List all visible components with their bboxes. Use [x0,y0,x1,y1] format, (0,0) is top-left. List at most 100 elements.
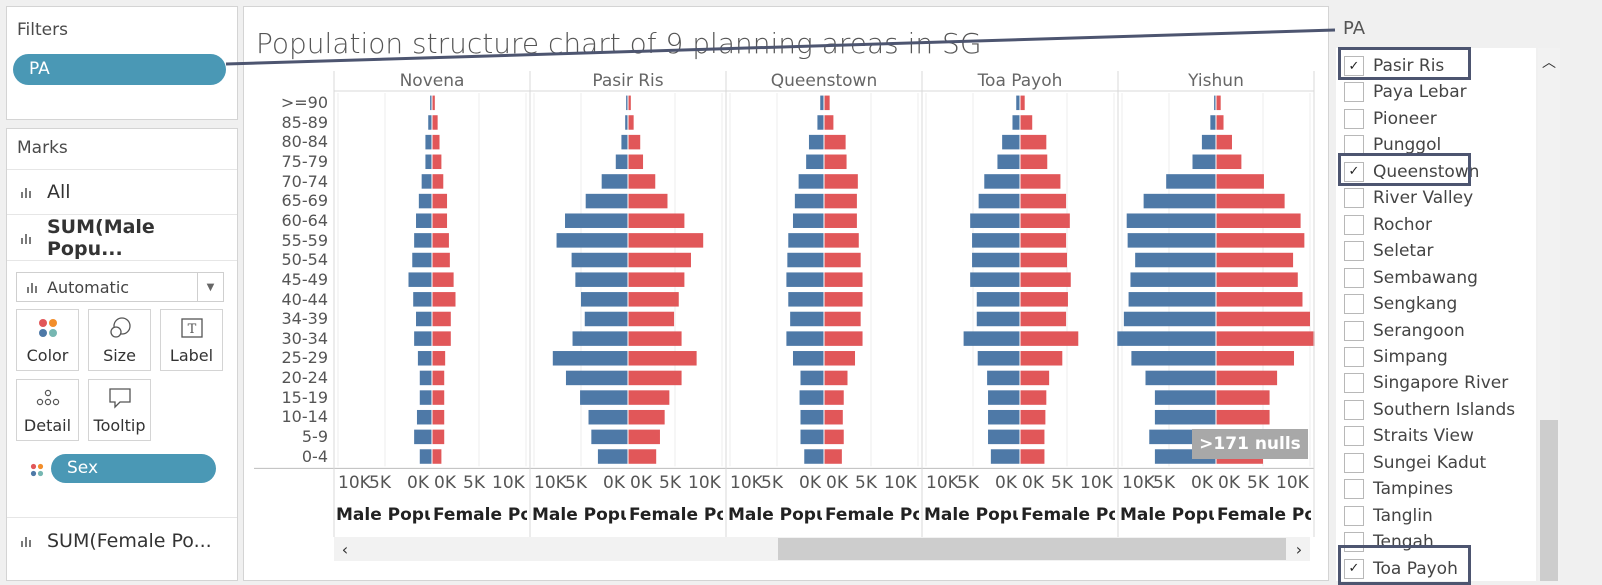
female-bar[interactable] [432,409,445,425]
male-bar[interactable] [820,95,824,111]
female-bar[interactable] [1020,174,1061,189]
sex-color-pill[interactable]: Sex [51,454,216,483]
female-bar[interactable] [1020,311,1067,327]
female-bar[interactable] [1020,351,1063,366]
pa-filter-item[interactable]: Paya Lebar [1344,79,1467,105]
checkbox[interactable] [1344,108,1364,129]
male-bar[interactable] [800,429,825,445]
female-bar[interactable] [628,429,660,445]
male-bar[interactable] [625,115,628,130]
female-bar[interactable] [824,193,857,209]
female-bar[interactable] [628,252,691,268]
male-bar[interactable] [788,292,824,307]
female-bar[interactable] [824,370,848,386]
female-bar[interactable] [1020,272,1071,287]
male-bar[interactable] [575,272,628,287]
male-bar[interactable] [1214,95,1216,111]
nulls-indicator[interactable]: >171 nulls [1192,429,1308,459]
male-bar[interactable] [565,213,628,228]
male-bar[interactable] [976,292,1020,307]
male-bar[interactable] [419,390,432,405]
female-bar[interactable] [1020,193,1067,209]
male-bar[interactable] [794,193,824,209]
checkbox[interactable] [1344,505,1364,526]
female-bar[interactable] [1216,409,1270,425]
pa-filter-item[interactable]: Sungei Kadut [1344,450,1486,476]
female-bar[interactable] [1216,272,1298,287]
male-bar[interactable] [800,370,825,386]
female-bar[interactable] [1020,292,1068,307]
male-bar[interactable] [786,272,824,287]
pa-filter-item[interactable]: ✓ Queenstown [1344,159,1479,185]
male-bar[interactable] [1201,134,1216,150]
male-bar[interactable] [977,351,1020,366]
female-bar[interactable] [1020,233,1067,248]
female-bar[interactable] [628,115,634,130]
male-bar[interactable] [1145,370,1217,386]
pa-filter-item[interactable]: Singapore River [1344,370,1508,396]
female-bar[interactable] [628,292,679,307]
female-bar[interactable] [1216,331,1315,346]
male-bar[interactable] [581,292,628,307]
female-bar[interactable] [824,292,863,307]
male-bar[interactable] [413,292,432,307]
checkbox[interactable] [1344,188,1364,209]
male-bar[interactable] [556,233,628,248]
female-bar[interactable] [628,174,656,189]
male-bar[interactable] [1154,390,1216,405]
male-bar[interactable] [799,390,824,405]
female-bar[interactable] [432,233,449,248]
female-bar[interactable] [432,429,445,445]
male-bar[interactable] [416,409,432,425]
male-bar[interactable] [588,409,628,425]
female-bar[interactable] [824,154,847,170]
female-bar[interactable] [824,134,846,150]
female-bar[interactable] [1020,331,1079,346]
tooltip-button[interactable]: Tooltip [88,379,151,441]
female-bar[interactable] [1020,95,1025,111]
male-bar[interactable] [615,154,628,170]
male-bar[interactable] [976,311,1020,327]
male-bar[interactable] [1127,233,1216,248]
male-bar[interactable] [988,429,1020,445]
checkbox[interactable] [1344,373,1364,394]
pa-filter-item[interactable]: Sembawang [1344,265,1478,291]
female-bar[interactable] [1216,154,1242,170]
female-bar[interactable] [1020,134,1047,150]
male-bar[interactable] [970,213,1020,228]
male-bar[interactable] [1002,134,1020,150]
male-bar[interactable] [1131,351,1216,366]
male-bar[interactable] [414,331,432,346]
female-bar[interactable] [824,429,844,445]
female-bar[interactable] [1216,95,1221,111]
label-button[interactable]: T Label [160,309,223,371]
male-bar[interactable] [414,429,432,445]
pa-filter-item[interactable]: Straits View [1344,423,1474,449]
female-bar[interactable] [824,449,842,464]
pa-filter-item[interactable]: Seletar [1344,238,1434,264]
male-bar[interactable] [972,233,1020,248]
pa-filter-item[interactable]: Rochor [1344,212,1432,238]
female-bar[interactable] [432,95,435,111]
male-bar[interactable] [1117,331,1216,346]
female-bar[interactable] [628,449,657,464]
female-bar[interactable] [628,311,675,327]
female-bar[interactable] [628,95,631,111]
male-bar[interactable] [978,193,1020,209]
female-bar[interactable] [432,351,446,366]
female-bar[interactable] [824,351,856,366]
color-button[interactable]: Color [16,309,79,371]
male-bar[interactable] [800,409,825,425]
male-bar[interactable] [418,193,432,209]
checkbox[interactable] [1344,241,1364,262]
marks-tab-all[interactable]: All [7,169,237,215]
female-bar[interactable] [628,233,704,248]
female-bar[interactable] [1020,429,1045,445]
male-bar[interactable] [963,331,1020,346]
male-bar[interactable] [425,134,432,150]
checkbox-checked[interactable]: ✓ [1344,56,1364,76]
male-bar[interactable] [790,311,824,327]
male-bar[interactable] [787,252,824,268]
male-bar[interactable] [430,95,432,111]
male-bar[interactable] [419,449,432,464]
